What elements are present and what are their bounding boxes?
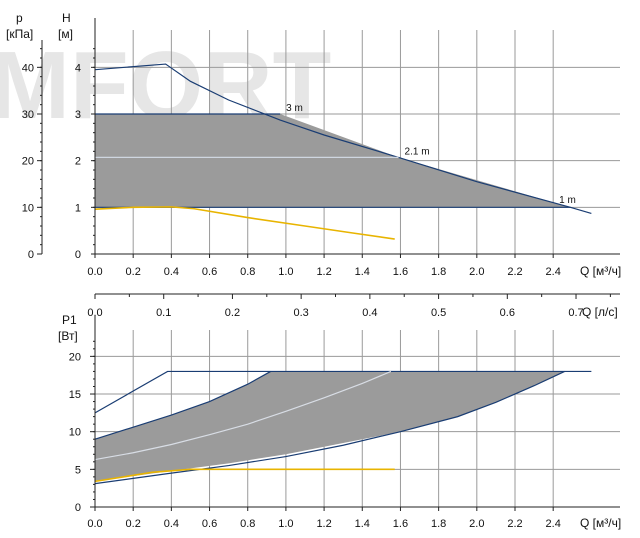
secondary-tick-label: 0.4 [362, 307, 377, 319]
secondary-tick-label: 0.1 [156, 307, 171, 319]
x-tick-label: 2.0 [469, 518, 484, 530]
x-tick-label: 0.2 [126, 518, 141, 530]
secondary-tick-label: 0.3 [294, 307, 309, 319]
curve-annotation: 1 m [559, 195, 576, 206]
x-axis-label: Q [м³/ч] [580, 264, 621, 278]
x-tick-label: 1.4 [355, 266, 370, 278]
curve-annotation: 3 m [286, 103, 303, 114]
p1-tick-label: 0 [75, 502, 81, 514]
x-tick-label: 0.4 [164, 266, 179, 278]
operating-area [95, 114, 571, 208]
power-chart: 0.0 0.2 0.4 0.6 0.8 1.0 1.2 1.4 1.6 1.8 2.0 2.2 2.4 Q… [58, 313, 621, 530]
x-tick-label: 1.4 [355, 518, 370, 530]
h-tick-label: 0 [75, 249, 81, 261]
secondary-tick-label: 0.5 [431, 307, 446, 319]
x-tick-label: 0.6 [202, 266, 217, 278]
x-tick-label: 0.0 [87, 518, 102, 530]
x-tick-label: 2.4 [546, 518, 561, 530]
p-tick-label: 10 [22, 202, 34, 214]
series-min_curve [94, 206, 395, 240]
x-tick-label: 0.6 [202, 518, 217, 530]
series-power_1m [94, 370, 565, 485]
h-tick-label: 4 [75, 62, 81, 74]
p-tick-label: 0 [28, 249, 34, 261]
p-axis-unit: [кПа] [6, 27, 33, 41]
head-chart: 0.0 0.2 0.4 0.6 0.8 1.0 1.2 1.4 1.6 1.8 2.0 2.2 2.4 Q… [6, 11, 621, 278]
series-power_2_1m [94, 370, 392, 461]
x-tick-label: 2.0 [469, 266, 484, 278]
p1-tick-label: 5 [75, 464, 81, 476]
series-min_power [94, 468, 395, 483]
h-tick-label: 1 [75, 202, 81, 214]
p1-tick-label: 20 [69, 351, 81, 363]
series-max_curve [94, 63, 592, 214]
secondary-tick-label: 0.6 [500, 307, 515, 319]
p-tick-label: 20 [22, 156, 34, 168]
x-tick-label: 0.8 [240, 266, 255, 278]
x-tick-label: 1.2 [316, 518, 331, 530]
series-power_3m [94, 370, 271, 440]
x-tick-label: 1.0 [278, 266, 293, 278]
secondary-tick-label: 0.0 [87, 307, 102, 319]
x-tick-label: 0.2 [126, 266, 141, 278]
p1-tick-label: 15 [69, 389, 81, 401]
x-tick-label: 1.8 [431, 266, 446, 278]
h-tick-label: 2 [75, 156, 81, 168]
x-axis-label: Q [м³/ч] [580, 516, 621, 530]
x-tick-label: 0.4 [164, 518, 179, 530]
x-tick-label: 0.0 [87, 266, 102, 278]
p1-axis-title: P1 [62, 313, 77, 327]
x-tick-label: 0.8 [240, 518, 255, 530]
x-tick-label: 2.2 [507, 266, 522, 278]
h-axis-title: H [62, 11, 71, 25]
x-tick-label: 1.2 [316, 266, 331, 278]
p1-tick-label: 10 [69, 427, 81, 439]
p-axis-title: p [16, 11, 23, 25]
secondary-flow-axis: 0.0 0.1 0.2 0.3 0.4 0.5 0.6 0.7Q [л/с] [87, 293, 620, 319]
p-tick-label: 30 [22, 109, 34, 121]
x-tick-label: 2.4 [546, 266, 561, 278]
secondary-tick-label: 0.2 [225, 307, 240, 319]
p-tick-label: 40 [22, 62, 34, 74]
series-max_power [94, 370, 592, 414]
secondary-tick-label: 0.7 [568, 307, 583, 319]
x-tick-label: 1.0 [278, 518, 293, 530]
secondary-axis-label: Q [л/с] [582, 305, 618, 319]
h-axis-unit: [м] [58, 27, 73, 41]
p1-axis-unit: [Вт] [58, 329, 78, 343]
curve-annotation: 2.1 m [405, 146, 430, 157]
power-area [95, 371, 565, 481]
h-tick-label: 3 [75, 109, 81, 121]
x-tick-label: 1.6 [393, 266, 408, 278]
x-tick-label: 1.6 [393, 518, 408, 530]
x-tick-label: 1.8 [431, 518, 446, 530]
x-tick-label: 2.2 [507, 518, 522, 530]
